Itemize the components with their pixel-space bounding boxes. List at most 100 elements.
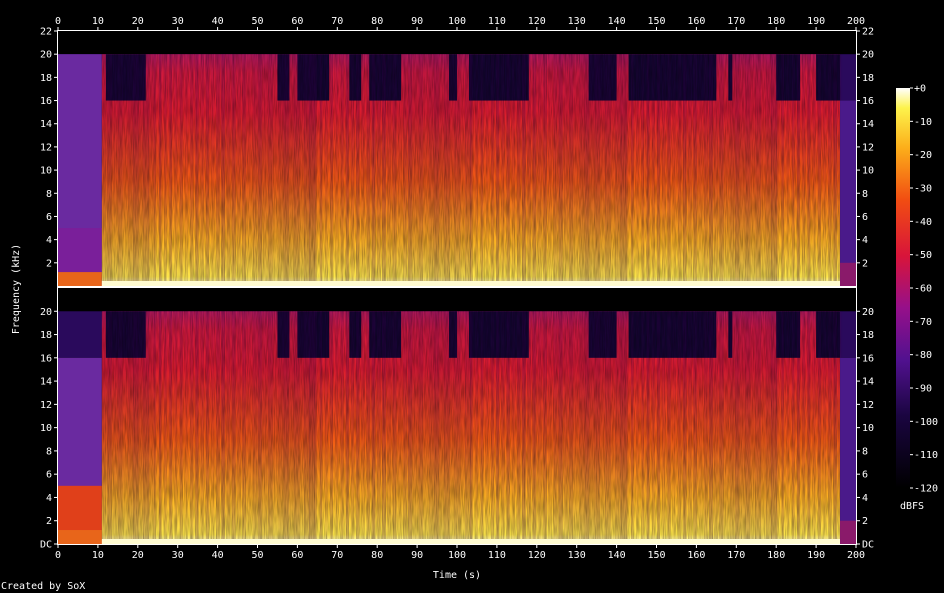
colorbar-label: dBFS [900, 501, 924, 512]
colorbar-tick-label: -110 [914, 450, 938, 461]
x-tick-label: 60 [291, 550, 303, 561]
x-tick-label: 70 [331, 550, 343, 561]
colorbar-tick-label: -20 [914, 150, 932, 161]
y-tick-label: 18 [862, 73, 874, 84]
y-tick-label: 10 [40, 166, 52, 177]
colorbar-tick-label: -100 [914, 417, 938, 428]
x-tick-label: 120 [528, 16, 546, 27]
y-tick-label: 8 [46, 189, 52, 200]
quiet-outro-low [840, 520, 856, 544]
y-tick-label: 16 [40, 353, 52, 364]
x-tick-label: 120 [528, 550, 546, 561]
x-tick-label: 140 [608, 550, 626, 561]
y-tick-label: 18 [862, 330, 874, 341]
quiet-outro-low [840, 262, 856, 286]
x-tick-label: 40 [212, 16, 224, 27]
y-tick-label: 6 [862, 212, 868, 223]
y-tick-label: 16 [862, 96, 874, 107]
x-tick-label: 160 [687, 550, 705, 561]
x-tick-label: 10 [92, 550, 104, 561]
x-tick-label: 200 [847, 550, 865, 561]
y-tick-label: 10 [862, 423, 874, 434]
y-tick-label: DC [862, 540, 874, 551]
y-tick-label: 18 [40, 330, 52, 341]
y-tick-label: 2 [46, 516, 52, 527]
y-tick-label: 10 [40, 423, 52, 434]
y-tick-label: 10 [862, 166, 874, 177]
y-tick-label: 20 [40, 307, 52, 318]
y-tick-label: DC [40, 540, 52, 551]
colorbar-tick-label: -70 [914, 317, 932, 328]
y-tick-label: 4 [862, 235, 868, 246]
x-tick-label: 20 [132, 550, 144, 561]
y-tick-label: 22 [40, 27, 52, 38]
x-tick-label: 100 [448, 550, 466, 561]
y-tick-label: 8 [862, 189, 868, 200]
colorbar-tick-label: -10 [914, 117, 932, 128]
quiet-intro-bass [58, 530, 102, 544]
x-tick-label: 170 [727, 16, 745, 27]
x-tick-label: 110 [488, 550, 506, 561]
x-axis-label: Time (s) [433, 570, 481, 581]
y-tick-label: 12 [40, 142, 52, 153]
y-tick-label: 22 [862, 27, 874, 38]
x-tick-label: 30 [172, 550, 184, 561]
credit-text: Created by SoX [1, 581, 85, 592]
y-tick-label: 12 [862, 400, 874, 411]
y-tick-label: 14 [40, 377, 52, 388]
x-tick-label: 0 [55, 16, 61, 27]
y-tick-label: 2 [862, 516, 868, 527]
x-tick-label: 150 [647, 16, 665, 27]
x-tick-label: 180 [767, 16, 785, 27]
x-tick-label: 180 [767, 550, 785, 561]
x-tick-label: 140 [608, 16, 626, 27]
x-tick-label: 170 [727, 550, 745, 561]
x-tick-label: 20 [132, 16, 144, 27]
x-tick-label: 110 [488, 16, 506, 27]
y-tick-label: 20 [40, 50, 52, 61]
y-tick-label: 4 [46, 493, 52, 504]
channel-panel [58, 31, 856, 286]
colorbar-tick-label: -60 [914, 284, 932, 295]
x-tick-label: 10 [92, 16, 104, 27]
y-tick-label: 12 [40, 400, 52, 411]
y-tick-label: 4 [46, 235, 52, 246]
colorbar-scale [896, 88, 910, 488]
x-tick-label: 190 [807, 16, 825, 27]
x-tick-label: 90 [411, 16, 423, 27]
x-tick-label: 0 [55, 550, 61, 561]
x-tick-label: 80 [371, 550, 383, 561]
x-tick-label: 190 [807, 550, 825, 561]
colorbar-tick-label: -40 [914, 217, 932, 228]
y-tick-label: 6 [46, 470, 52, 481]
x-tick-label: 50 [251, 550, 263, 561]
colorbar-tick-label: -50 [914, 250, 932, 261]
y-tick-label: 8 [862, 446, 868, 457]
quiet-outro [840, 100, 856, 286]
colorbar-tick-label: -30 [914, 184, 932, 195]
x-tick-label: 30 [172, 16, 184, 27]
quiet-outro [840, 357, 856, 544]
bass-line [101, 539, 841, 544]
x-tick-label: 150 [647, 550, 665, 561]
colorbar-tick-label: -90 [914, 384, 932, 395]
x-tick-label: 80 [371, 16, 383, 27]
noise-overlay [101, 31, 841, 286]
x-tick-label: 130 [568, 16, 586, 27]
y-tick-label: 14 [862, 377, 874, 388]
colorbar-tick-label: -80 [914, 350, 932, 361]
y-tick-label: 16 [862, 353, 874, 364]
x-tick-label: 100 [448, 16, 466, 27]
y-axis-label: Frequency (kHz) [11, 244, 22, 334]
y-tick-label: 8 [46, 446, 52, 457]
x-tick-label: 40 [212, 550, 224, 561]
y-tick-label: 18 [40, 73, 52, 84]
quiet-intro-bass [58, 272, 102, 286]
y-tick-label: 6 [862, 470, 868, 481]
x-tick-label: 160 [687, 16, 705, 27]
noise-overlay [101, 288, 841, 544]
y-tick-label: 20 [862, 307, 874, 318]
colorbar-tick-label: +0 [914, 84, 926, 95]
y-tick-label: 20 [862, 50, 874, 61]
